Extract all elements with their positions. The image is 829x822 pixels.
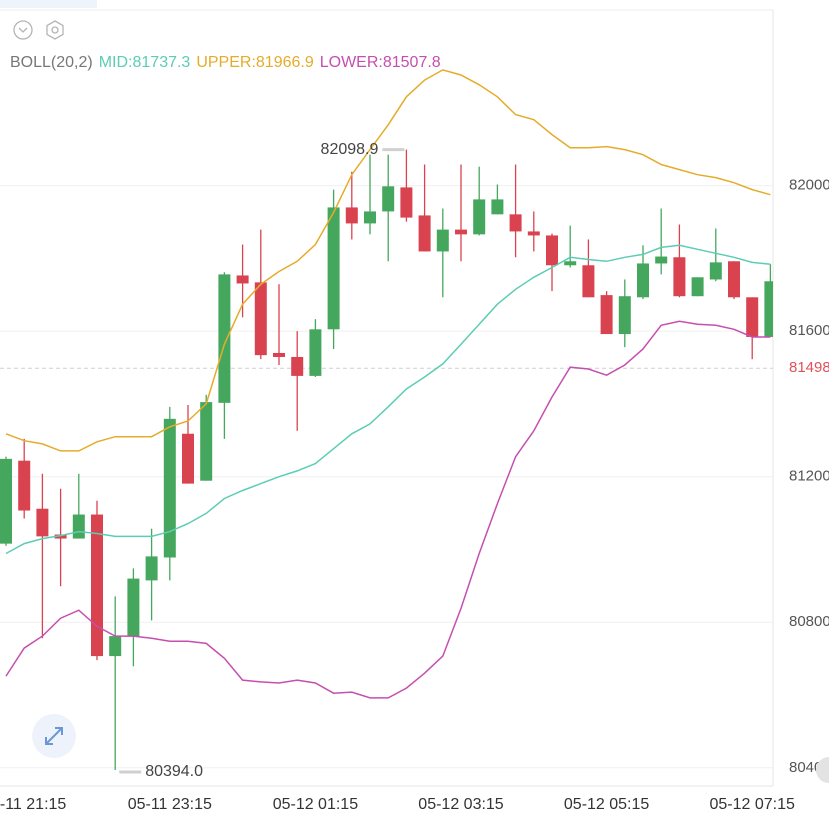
candle-body [455,229,467,235]
candle-body [709,262,722,280]
legend-entry: MID:81737.3 [99,54,191,71]
candle-body [436,229,449,252]
candle-body [582,265,595,298]
candle-body [418,215,431,252]
x-tick-label: 05-12 01:15 [273,796,359,813]
collapse-icon[interactable] [13,20,33,40]
scroll-button[interactable] [816,757,829,783]
min-label: 80394.0 [145,763,203,780]
candle-body [673,257,686,297]
candle-body [655,256,668,264]
candle-body [364,211,376,224]
candle-body [309,329,322,376]
x-tick-label: 05-12 07:15 [709,796,795,813]
plot-area [0,69,773,770]
candle-body [254,282,267,356]
y-tick-label: 82000.0 [789,177,829,194]
candle-body [54,534,67,539]
x-tick-label: 05-11 23:15 [128,796,212,813]
candle-body [746,297,759,337]
x-tick-label: 05-12 03:15 [418,796,504,813]
indicator-name: BOLL(20,2) [10,54,93,71]
legend-entry: LOWER:81507.8 [320,54,441,71]
candle-body [618,296,631,335]
candle-body [218,274,231,403]
x-tick-label: 05-11 21:15 [0,796,66,813]
tab-indicator [0,0,97,8]
candle-body [473,199,486,235]
max-label: 82098.9 [321,141,379,158]
boll-line [5,69,771,452]
x-tick-label: 05-12 05:15 [564,796,650,813]
candle-body [91,514,103,657]
boll-line [5,320,771,699]
candle-body [691,277,704,297]
candle-body [600,295,613,335]
indicator-legend: BOLL(20,2) MID:81737.3 UPPER:81966.9 LOWER:… [10,54,441,71]
candle-body [546,235,558,266]
candle-body [527,231,540,236]
candle-body [509,214,522,232]
y-tick-label: 81600.0 [789,322,829,339]
grid [0,185,773,769]
candle-body [127,578,140,637]
candle-body [109,636,122,657]
candle-body [564,261,577,266]
candle-body [400,187,413,218]
candle-body [327,207,340,330]
settings-icon[interactable] [46,20,64,40]
axes: 82000.081600.081200.080800.080400.005-11… [0,141,829,813]
candle-body [291,356,304,376]
candle-body [200,402,213,481]
candle-body [728,261,740,298]
last-price-box [774,357,829,380]
candle-body [345,207,358,224]
candle-body [0,458,12,544]
last-price-label: 81498.0 [789,359,829,376]
candle-body [145,556,158,581]
candle-body [236,275,249,284]
candle-body [273,352,285,357]
candle-body [637,263,649,298]
candle-body [764,281,773,337]
candle-body [18,460,31,511]
y-tick-label: 81200.0 [789,468,829,485]
boll-line [5,244,771,555]
legend-entry: UPPER:81966.9 [196,54,314,71]
y-tick-label: 80800.0 [789,613,829,630]
candle-body [491,199,504,215]
candle-body [163,418,176,558]
candle-body [72,514,85,539]
candle-body [182,433,194,484]
expand-button[interactable] [32,714,76,758]
candle-body [36,508,49,537]
candle-body [382,186,395,212]
